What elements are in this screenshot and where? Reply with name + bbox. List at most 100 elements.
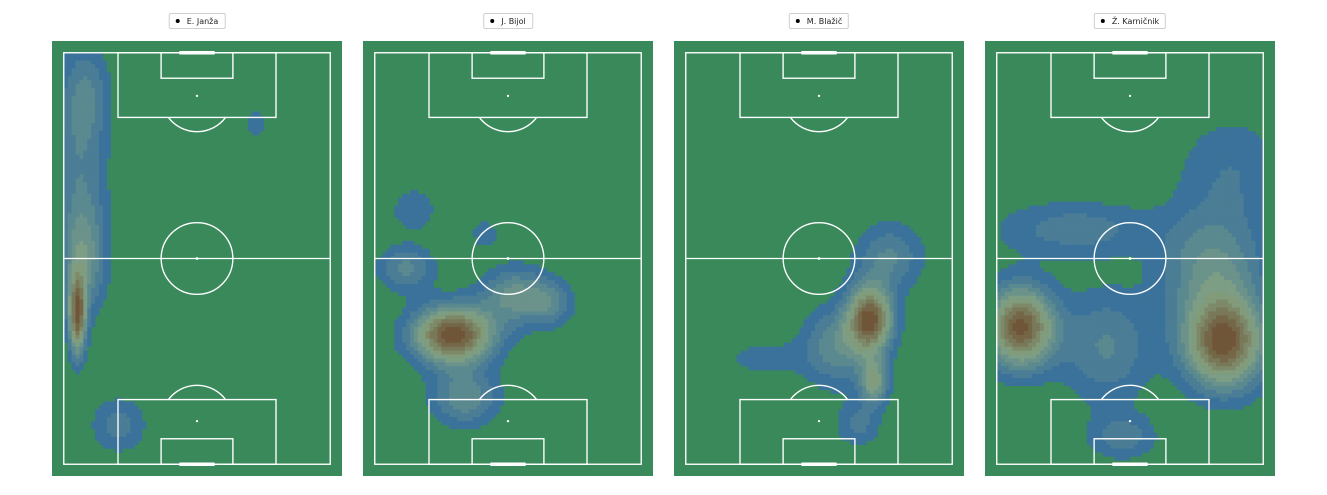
- heat-cell: [402, 213, 407, 218]
- heat-cell: [75, 205, 80, 210]
- heat-cell: [838, 362, 843, 367]
- heat-cell: [75, 186, 80, 191]
- heat-cell: [1184, 158, 1189, 163]
- heat-cell: [425, 323, 430, 328]
- heat-cell: [386, 268, 391, 273]
- heat-cell: [752, 354, 757, 359]
- heat-cell: [453, 323, 458, 328]
- heat-cell: [1180, 264, 1186, 269]
- heat-cell: [484, 225, 489, 230]
- heat-cell: [106, 409, 111, 414]
- heat-cell: [897, 248, 902, 253]
- heat-cell: [558, 299, 564, 304]
- heat-cell: [535, 315, 540, 320]
- heat-cell: [1192, 186, 1197, 191]
- heat-cell: [539, 307, 544, 312]
- heat-cell: [838, 323, 843, 328]
- heat-cell: [464, 354, 470, 359]
- heat-cell: [1243, 209, 1248, 214]
- heat-cell: [87, 315, 92, 320]
- heat-cell: [1239, 201, 1244, 206]
- heat-cell: [67, 248, 72, 253]
- heat-cell: [768, 362, 773, 367]
- heat-cell: [130, 425, 135, 430]
- heat-cell: [535, 299, 540, 304]
- heat-cell: [736, 358, 741, 363]
- heat-cell: [67, 303, 72, 308]
- heat-cell: [453, 421, 458, 426]
- heat-cell: [453, 393, 458, 398]
- heat-cell: [460, 389, 466, 394]
- heat-cell: [429, 342, 434, 347]
- heat-cell: [457, 334, 462, 340]
- heat-cell: [889, 378, 894, 383]
- heat-cell: [1032, 225, 1037, 230]
- heat-cell: [819, 319, 824, 324]
- heat-cell: [795, 362, 800, 367]
- heat-cell: [885, 389, 890, 394]
- heat-cell: [897, 221, 902, 226]
- heat-cell: [822, 323, 828, 328]
- heat-cell: [79, 331, 84, 336]
- heat-cell: [1169, 229, 1174, 234]
- heat-cell: [95, 72, 100, 77]
- heat-cell: [909, 244, 914, 249]
- heat-cell: [1231, 162, 1237, 167]
- heat-cell: [67, 299, 72, 304]
- heat-cell: [535, 268, 540, 273]
- heat-cell: [1008, 264, 1013, 269]
- heat-cell: [67, 287, 72, 293]
- heat-cell: [79, 189, 84, 195]
- heat-cell: [1169, 244, 1174, 249]
- heat-cell: [417, 244, 422, 249]
- heat-cell: [1255, 236, 1260, 242]
- heat-cell: [889, 346, 894, 351]
- heat-cell: [87, 287, 92, 293]
- heat-cell: [130, 417, 135, 422]
- heat-cell: [885, 307, 890, 312]
- heat-cell: [468, 370, 473, 375]
- heat-cell: [134, 440, 139, 445]
- heat-cell: [905, 240, 910, 245]
- heat-cell: [122, 425, 127, 430]
- heat-cell: [854, 350, 859, 355]
- heat-cell: [830, 331, 835, 336]
- heat-cell: [846, 354, 851, 359]
- heat-cell: [566, 299, 571, 304]
- heat-cell: [858, 303, 863, 308]
- heat-cell: [531, 280, 536, 285]
- heat-cell: [555, 319, 560, 324]
- heat-cell: [79, 264, 84, 269]
- heat-cell: [866, 413, 871, 418]
- heat-cell: [75, 272, 80, 277]
- heat-cell: [1173, 236, 1178, 242]
- heat-cell: [1251, 236, 1256, 242]
- heat-cell: [1145, 252, 1150, 257]
- heat-cell: [858, 299, 863, 304]
- heat-cell: [834, 295, 839, 300]
- heat-cell: [75, 170, 80, 175]
- heat-cell: [87, 127, 92, 132]
- heat-cell: [441, 381, 446, 387]
- heat-cell: [1071, 217, 1076, 222]
- heat-cell: [1141, 225, 1146, 230]
- heat-cell: [1055, 213, 1060, 218]
- heat-cell: [1071, 225, 1076, 230]
- heat-cell: [1224, 135, 1229, 140]
- heat-cell: [91, 84, 96, 89]
- heat-cell: [460, 425, 466, 430]
- heat-cell: [1227, 178, 1233, 183]
- heat-cell: [1259, 174, 1264, 179]
- heat-cell: [378, 260, 383, 265]
- heat-cell: [1208, 197, 1213, 202]
- heat-cell: [877, 272, 882, 277]
- heat-cell: [95, 111, 100, 116]
- heat-cell: [1106, 240, 1111, 245]
- heat-cell: [807, 378, 812, 383]
- heat-cell: [1114, 225, 1119, 230]
- heat-cell: [87, 60, 92, 65]
- heat-cell: [873, 244, 878, 249]
- heat-cell: [449, 401, 454, 406]
- heat-cell: [445, 413, 450, 418]
- heat-cell: [1106, 233, 1111, 238]
